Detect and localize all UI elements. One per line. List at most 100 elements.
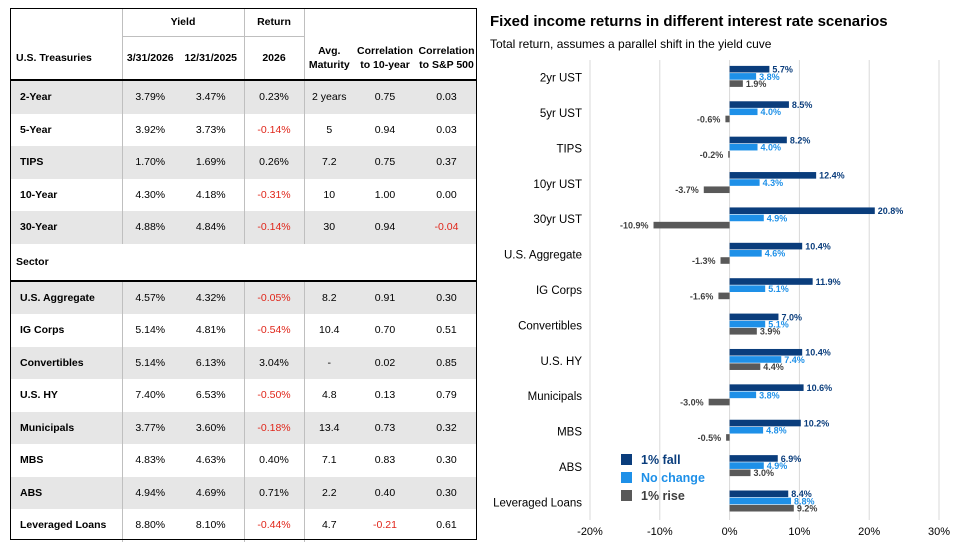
name: TIPS xyxy=(10,146,122,179)
bar-1-rise xyxy=(718,292,730,300)
bar-1-rise xyxy=(703,186,730,194)
return-cell: -0.18% xyxy=(243,411,305,444)
corr-10yr-cell: -0.21 xyxy=(373,519,397,532)
data-label: -0.6% xyxy=(697,114,721,124)
yield-prior-cell: 3.60% xyxy=(178,411,245,444)
corr-sp500-cell: 0.30 xyxy=(416,476,478,509)
yield-prior-cell: 3.73% xyxy=(195,123,226,136)
corr-10yr-cell: 0.70 xyxy=(374,324,396,337)
data-label: 10.4% xyxy=(805,242,831,252)
bar-no-change xyxy=(729,497,792,505)
data-label: 4.6% xyxy=(765,249,786,259)
table-row: IG Corps 5.14% 4.81% -0.54% 10.4 0.70 0.51 xyxy=(10,314,477,347)
return-cell: -0.50% xyxy=(243,379,305,412)
yield-prior-cell: 4.63% xyxy=(195,454,226,467)
corr-sp500-cell: 0.30 xyxy=(436,454,457,467)
return-cell: 0.23% xyxy=(243,80,305,114)
corr-sp500-cell: 0.79 xyxy=(436,389,457,402)
sector-header: Sector xyxy=(10,243,478,282)
corr-sp500-cell: 0.03 xyxy=(436,123,457,136)
bar-1-rise xyxy=(653,221,730,229)
data-label: -0.5% xyxy=(698,433,722,443)
bar-no-change xyxy=(729,426,764,434)
bar-1-fall xyxy=(729,172,817,179)
x-tick-label: -20% xyxy=(577,526,603,538)
legend-label: 1% fall xyxy=(641,453,681,467)
table-row: 30-Year 4.88% 4.84% -0.14% 30 0.94 -0.04 xyxy=(10,211,478,244)
legend-label: 1% rise xyxy=(641,489,685,503)
data-label: 20.8% xyxy=(878,206,904,216)
yield-prior-cell: 1.69% xyxy=(178,146,245,179)
bar-1-fall xyxy=(729,136,787,144)
table-row: TIPS 1.70% 1.69% 0.26% 7.2 0.75 0.37 xyxy=(10,146,478,179)
x-tick-label: 20% xyxy=(858,526,880,538)
legend-swatch xyxy=(621,490,632,501)
corr-10yr-cell: 0.75 xyxy=(354,80,417,114)
yield-current-cell: 4.83% xyxy=(121,444,178,477)
bar-1-fall xyxy=(729,419,801,427)
category-label: U.S. HY xyxy=(540,356,582,368)
maturity-cell: 30 xyxy=(303,211,355,244)
maturity-cell: 2 years xyxy=(303,80,355,114)
name: 2-Year xyxy=(10,80,122,114)
yield-prior-cell: 4.18% xyxy=(195,188,226,201)
return-cell: -0.14% xyxy=(243,211,305,244)
table-row: Municipals 3.77% 3.60% -0.18% 13.4 0.73 0.32 xyxy=(10,411,478,444)
corr-sp500-cell: 0.32 xyxy=(416,411,478,444)
x-tick-label: 10% xyxy=(788,526,810,538)
table-row: Convertibles 5.14% 6.13% 3.04% -0.02 0.85 xyxy=(10,346,478,379)
category-label: 30yr UST xyxy=(533,214,582,226)
corr-10yr-cell: 0.13 xyxy=(374,389,396,402)
bar-no-change xyxy=(729,143,758,151)
return-cell: -0.44% xyxy=(243,509,305,542)
bar-1-fall xyxy=(729,65,770,73)
table-row: 10-Year 4.30% 4.18% -0.31% 10 1.00 0.00 xyxy=(10,178,477,211)
bar-no-change xyxy=(729,462,764,469)
category-label: Convertibles xyxy=(518,320,582,332)
yield-prior-cell: 4.81% xyxy=(195,324,226,337)
bar-1-fall xyxy=(729,384,804,391)
return-cell: -0.54% xyxy=(243,314,305,347)
data-label: 4.0% xyxy=(761,107,782,117)
yield-current-cell: 7.40% xyxy=(121,379,178,412)
corr-sp500-cell: 0.85 xyxy=(416,346,478,379)
category-label: 2yr UST xyxy=(540,73,582,85)
return-cell: 3.04% xyxy=(243,346,305,379)
bar-no-change xyxy=(729,73,757,80)
bar-no-change xyxy=(729,250,762,257)
date2-header: 12/31/2025 xyxy=(178,36,245,81)
yield-current-cell: 3.92% xyxy=(121,113,178,146)
table-row: U.S. Aggregate 4.57% 4.32% -0.05% 8.2 0.91 0.3… xyxy=(10,280,478,314)
chart-title: Fixed income returns in different intere… xyxy=(490,13,888,30)
data-label: 3.8% xyxy=(759,72,780,82)
corr-10yr-cell: 0.75 xyxy=(354,146,417,179)
bar-no-change xyxy=(729,320,766,328)
bar-1-rise xyxy=(729,80,743,87)
yield-current-cell: 3.79% xyxy=(121,80,178,114)
data-label: 3.9% xyxy=(760,327,781,337)
name: 30-Year xyxy=(10,211,122,244)
data-label: -10.9% xyxy=(620,221,649,231)
maturity-cell: 10 xyxy=(303,178,355,211)
corr-10yr-cell: 0.02 xyxy=(354,346,417,379)
bar-1-rise xyxy=(729,327,757,335)
data-label: 5.1% xyxy=(768,284,789,294)
bar-no-change xyxy=(729,108,758,116)
maturity-cell: - xyxy=(303,346,355,379)
table-row: 5-Year 3.92% 3.73% -0.14% 5 0.94 0.03 xyxy=(10,113,477,146)
name: 10-Year xyxy=(20,188,58,201)
corr-10yr-cell: 0.40 xyxy=(354,476,417,509)
data-label: 11.9% xyxy=(816,277,841,287)
corr-sp500-cell: 0.51 xyxy=(436,324,457,337)
corr-sp500-cell: 0.37 xyxy=(416,146,478,179)
bar-1-fall xyxy=(729,278,813,285)
data-label: 7.0% xyxy=(781,312,802,322)
data-label: 3.0% xyxy=(754,468,775,478)
bar-no-change xyxy=(729,214,764,222)
table-row: MBS 4.83% 4.63% 0.40% 7.1 0.83 0.30 xyxy=(10,444,477,477)
category-label: 5yr UST xyxy=(540,108,582,120)
category-label: 10yr UST xyxy=(533,179,582,191)
bar-no-change xyxy=(729,356,782,363)
bar-1-rise xyxy=(725,115,730,123)
yield-group-header: Yield xyxy=(121,8,245,37)
